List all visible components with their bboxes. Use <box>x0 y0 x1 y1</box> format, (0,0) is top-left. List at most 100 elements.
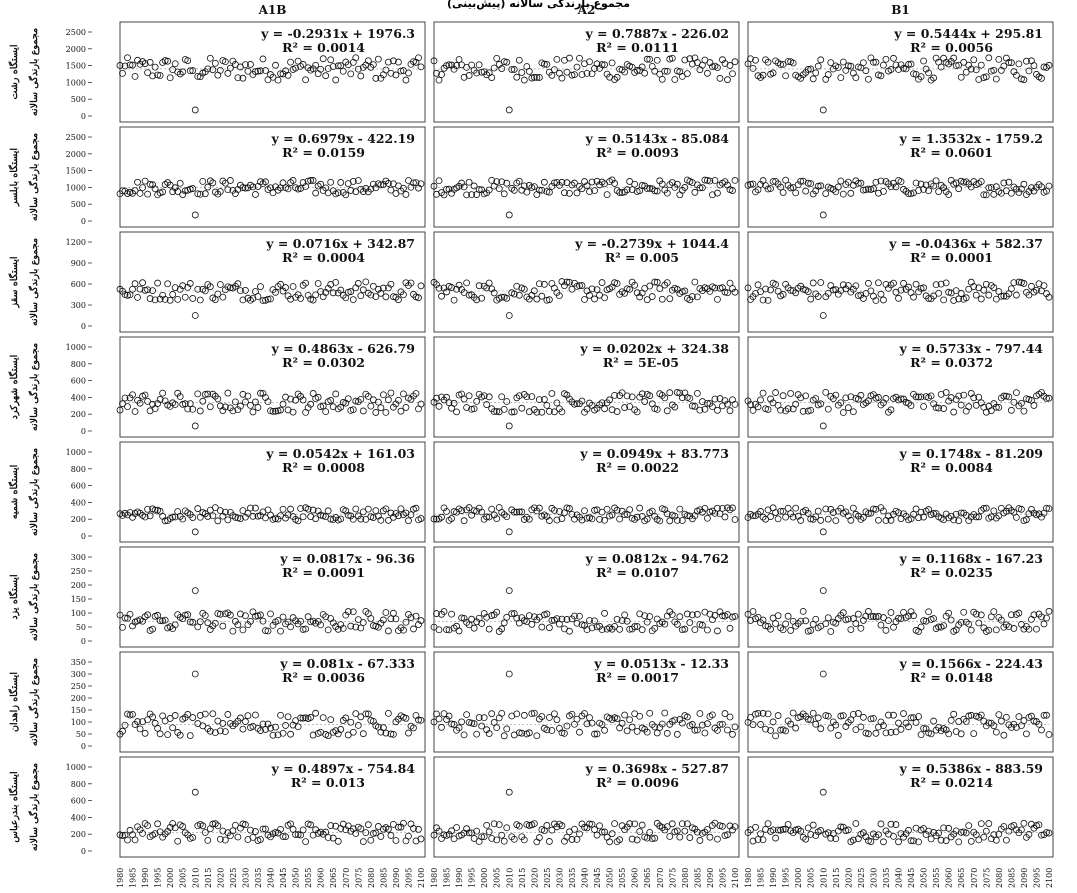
data-point <box>762 725 769 733</box>
data-point <box>787 184 795 192</box>
data-point <box>1010 279 1018 287</box>
y-tick-label: 800 <box>71 465 86 474</box>
data-point <box>875 189 882 197</box>
data-point <box>545 714 553 721</box>
data-point <box>857 291 865 299</box>
data-point <box>586 58 593 66</box>
x-tick-label: 1980 <box>430 868 439 888</box>
data-point <box>704 399 711 407</box>
data-point <box>149 625 157 633</box>
data-point <box>975 393 983 401</box>
data-point <box>342 294 350 302</box>
data-point <box>495 821 503 829</box>
data-point <box>834 401 842 409</box>
data-point <box>945 60 953 68</box>
data-point <box>809 709 817 717</box>
data-point <box>957 730 965 738</box>
data-point <box>214 190 222 198</box>
data-point <box>724 831 731 839</box>
data-point <box>824 712 832 720</box>
data-point <box>397 823 405 831</box>
data-point <box>965 620 973 628</box>
data-point <box>870 58 877 66</box>
data-point <box>257 611 264 619</box>
panel-frame <box>433 651 740 753</box>
data-point <box>538 713 546 720</box>
data-point <box>716 822 724 830</box>
data-point <box>540 280 548 288</box>
data-point <box>503 294 511 302</box>
data-point <box>359 730 367 738</box>
data-point <box>618 719 626 727</box>
data-point <box>397 505 405 513</box>
data-point <box>337 179 345 186</box>
data-point <box>259 825 267 833</box>
data-point <box>545 838 553 845</box>
data-point <box>191 788 199 796</box>
data-point <box>249 833 257 841</box>
data-point <box>1018 399 1025 407</box>
data-point <box>663 189 671 197</box>
data-point <box>161 57 169 64</box>
x-tick-label: 1990 <box>141 868 150 888</box>
data-point <box>196 190 204 198</box>
data-point <box>510 835 518 843</box>
data-point <box>696 184 704 192</box>
x-tick-label: 2100 <box>417 868 426 888</box>
data-point <box>588 719 596 727</box>
data-point <box>880 614 887 621</box>
data-point <box>817 279 825 286</box>
data-point <box>824 614 832 622</box>
data-point <box>377 74 385 82</box>
data-point <box>412 504 420 512</box>
r-squared-label: R² = 0.0148 <box>910 670 993 685</box>
data-point <box>206 54 214 62</box>
data-point <box>1000 623 1008 631</box>
data-point <box>1005 59 1013 66</box>
data-point <box>940 622 948 630</box>
column-header-a2: A2 <box>577 3 596 17</box>
data-point <box>628 723 636 731</box>
data-point <box>226 611 234 619</box>
data-point <box>535 280 543 288</box>
data-point <box>395 512 402 520</box>
data-point <box>875 831 882 839</box>
data-point <box>593 286 601 294</box>
data-point <box>849 836 857 844</box>
data-point <box>327 178 335 186</box>
data-point <box>621 611 629 619</box>
data-point <box>525 295 533 303</box>
data-point <box>814 293 822 300</box>
data-point <box>319 830 327 838</box>
data-point <box>917 180 925 188</box>
data-point <box>387 280 395 288</box>
data-point <box>643 296 651 304</box>
column-header-b1: B1 <box>891 3 910 17</box>
data-point <box>164 179 172 186</box>
data-point <box>171 513 179 521</box>
data-point <box>144 505 151 513</box>
data-point <box>749 406 757 414</box>
data-point <box>292 293 299 301</box>
data-point <box>648 627 656 635</box>
data-point <box>990 608 998 616</box>
data-point <box>397 67 405 75</box>
data-point <box>327 822 335 829</box>
data-point <box>822 620 830 628</box>
data-point <box>515 291 523 299</box>
r-squared-label: R² = 0.0302 <box>282 355 365 370</box>
y-tick-label: 1500 <box>66 62 86 71</box>
data-point <box>324 507 332 515</box>
data-point <box>651 67 659 75</box>
data-point <box>272 723 279 731</box>
data-point <box>390 609 397 617</box>
data-point <box>272 515 279 523</box>
data-point <box>588 624 596 632</box>
data-point <box>955 295 963 303</box>
data-point <box>347 70 355 78</box>
data-point <box>611 622 618 630</box>
data-point <box>985 626 993 634</box>
data-point <box>269 407 277 415</box>
data-point <box>239 390 247 398</box>
